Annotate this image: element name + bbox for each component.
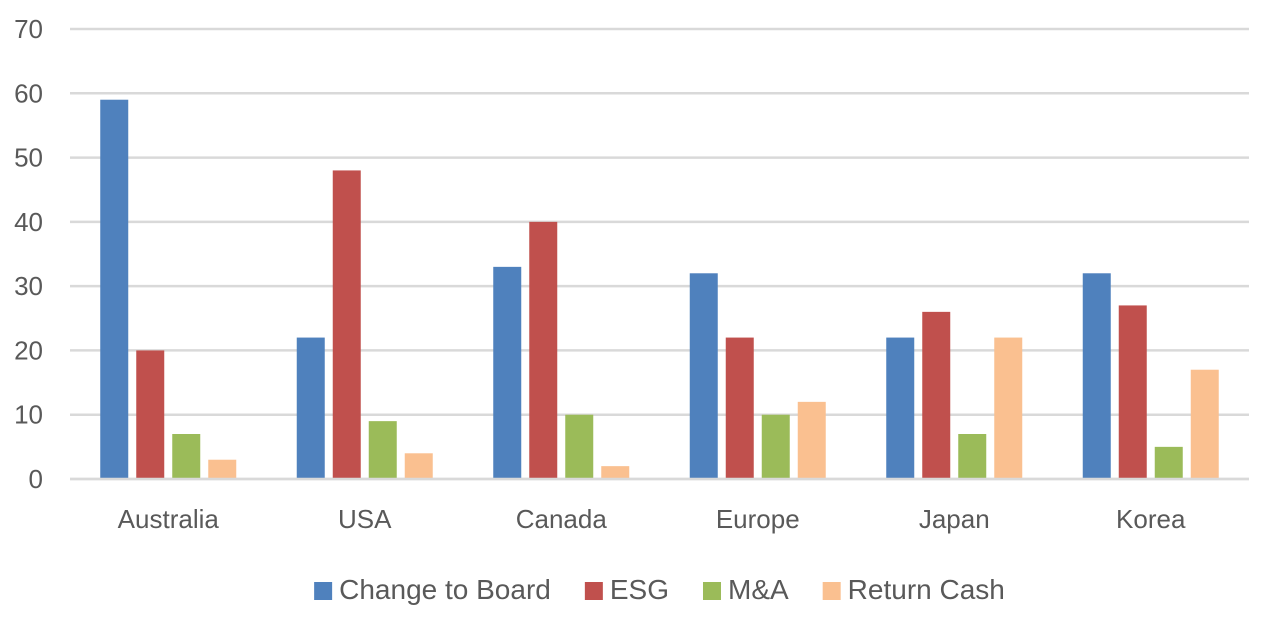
bar-korea-2 <box>1118 305 1147 479</box>
y-tick-label: 30 <box>14 271 43 301</box>
bar-europe-4 <box>797 401 826 479</box>
y-tick-label: 20 <box>14 335 43 365</box>
bar-australia-1 <box>100 99 129 479</box>
bar-australia-3 <box>172 434 201 479</box>
y-tick-label: 50 <box>14 143 43 173</box>
legend-swatch <box>702 582 721 600</box>
bar-canada-3 <box>565 414 594 479</box>
bar-japan-4 <box>994 337 1023 479</box>
y-axis-ticks: 0 10 20 30 40 50 60 70 <box>14 14 43 494</box>
bar-usa-4 <box>404 453 433 479</box>
bar-canada-4 <box>601 466 630 479</box>
legend-item: Return Cash <box>822 574 1005 605</box>
legend-item: M&A <box>702 574 789 605</box>
y-tick-label: 10 <box>14 400 43 430</box>
x-category-label: Canada <box>516 504 608 534</box>
bar-canada-1 <box>493 266 522 479</box>
legend-swatch <box>822 582 841 600</box>
y-tick-label: 60 <box>14 78 43 108</box>
x-category-label: Australia <box>118 504 220 534</box>
bar-canada-2 <box>529 221 558 479</box>
bar-usa-1 <box>296 337 325 479</box>
bar-europe-2 <box>725 337 754 479</box>
bar-japan-1 <box>886 337 915 479</box>
x-category-label: Japan <box>919 504 990 534</box>
bar-japan-3 <box>958 434 987 479</box>
y-tick-label: 40 <box>14 207 43 237</box>
bar-korea-4 <box>1190 369 1219 479</box>
legend: Change to Board ESG M&A Return Cash <box>314 574 1005 605</box>
x-category-label: USA <box>338 504 392 534</box>
bar-usa-2 <box>332 170 361 479</box>
legend-swatch <box>314 582 333 600</box>
bars <box>70 99 1249 481</box>
bar-korea-1 <box>1082 273 1111 479</box>
legend-item: ESG <box>584 574 669 605</box>
legend-swatch <box>584 582 603 600</box>
bar-europe-1 <box>689 273 718 479</box>
legend-label: ESG <box>610 574 669 605</box>
legend-label: M&A <box>728 574 789 605</box>
bar-australia-4 <box>208 459 237 479</box>
x-category-label: Korea <box>1116 504 1186 534</box>
gridlines <box>70 27 1249 481</box>
bar-japan-2 <box>922 311 951 479</box>
legend-label: Change to Board <box>339 574 551 605</box>
bar-usa-3 <box>368 421 397 479</box>
x-category-label: Europe <box>716 504 800 534</box>
x-axis-categories: Australia USA Canada Europe Japan Korea <box>118 504 1186 534</box>
y-tick-label: 0 <box>29 464 43 494</box>
legend-item: Change to Board <box>314 574 551 605</box>
legend-label: Return Cash <box>848 574 1005 605</box>
y-tick-label: 70 <box>14 14 43 44</box>
bar-australia-2 <box>136 350 165 479</box>
bar-europe-3 <box>761 414 790 479</box>
bar-korea-3 <box>1154 446 1183 479</box>
